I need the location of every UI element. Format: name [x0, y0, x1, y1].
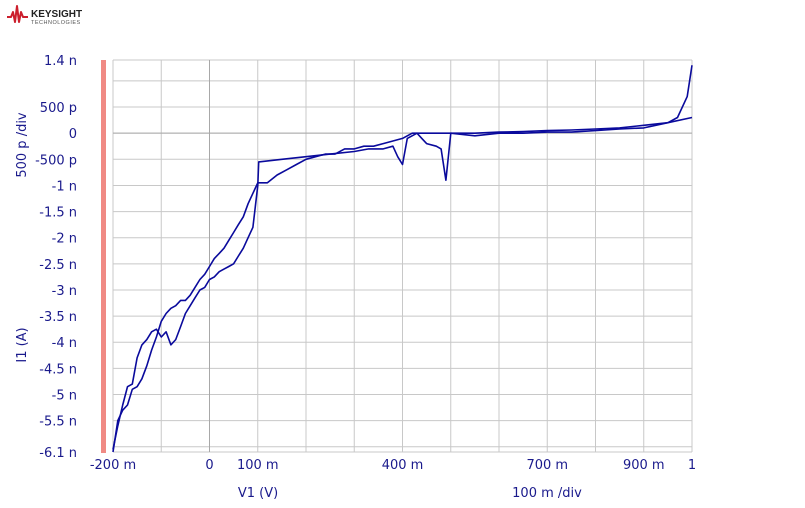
y-tick-label: -1 n [52, 179, 77, 194]
series-line-1 [112, 65, 693, 453]
marker-bar [101, 60, 106, 453]
y-tick-label: -1.5 n [39, 206, 77, 221]
y-tick-label: -5.5 n [39, 415, 77, 430]
y-tick-label: -4.5 n [39, 362, 77, 377]
x-scale-label: 100 m /div [512, 486, 582, 501]
keysight-wave-icon [7, 5, 28, 23]
y-tick-label: -6.1 n [39, 446, 77, 461]
x-tick-label: 400 m [382, 458, 424, 473]
grid [112, 59, 693, 453]
traces [112, 65, 693, 453]
x-tick-label: -200 m [90, 458, 136, 473]
x-tick-label: 700 m [526, 458, 568, 473]
brand-sub: TECHNOLOGIES [31, 20, 81, 26]
y-tick-label: -2 n [52, 232, 77, 247]
y-tick-label: 1.4 n [44, 54, 77, 69]
brand-name: KEYSIGHT [31, 9, 82, 20]
x-tick-label: 0 [205, 458, 213, 473]
y-tick-label: -3 n [52, 284, 77, 299]
x-tick-label: 100 m [237, 458, 279, 473]
y-tick-label: -4 n [52, 336, 77, 351]
y-tick-label: -2.5 n [39, 258, 77, 273]
y-tick-label: 500 p [40, 101, 77, 116]
y-scale-label: 500 p /div [15, 112, 30, 178]
y-axis-label: I1 (A) [15, 327, 30, 362]
x-tick-label: 1 [688, 458, 696, 473]
x-axis-label: V1 (V) [238, 486, 278, 501]
y-tick-label: -500 p [35, 153, 77, 168]
y-tick-labels: 1.4 n 500 p 0 -500 p -1 n -1.5 n -2 n -2.5 n -3 … [35, 54, 77, 461]
series-line-2 [112, 116, 693, 450]
y-tick-label: -3.5 n [39, 310, 77, 325]
x-tick-label: 900 m [623, 458, 665, 473]
keysight-logo: KEYSIGHT TECHNOLOGIES [7, 5, 82, 26]
y-tick-label: -5 n [52, 389, 77, 404]
x-tick-labels: -200 m 0 100 m 400 m 700 m 900 m 1 [90, 458, 696, 473]
y-tick-label: 0 [69, 127, 77, 142]
